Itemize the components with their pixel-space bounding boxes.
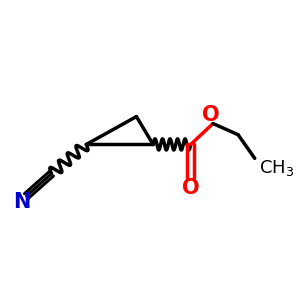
Text: O: O <box>182 178 200 198</box>
Text: N: N <box>13 192 30 212</box>
Text: CH$_3$: CH$_3$ <box>259 158 294 178</box>
Text: O: O <box>202 105 220 125</box>
